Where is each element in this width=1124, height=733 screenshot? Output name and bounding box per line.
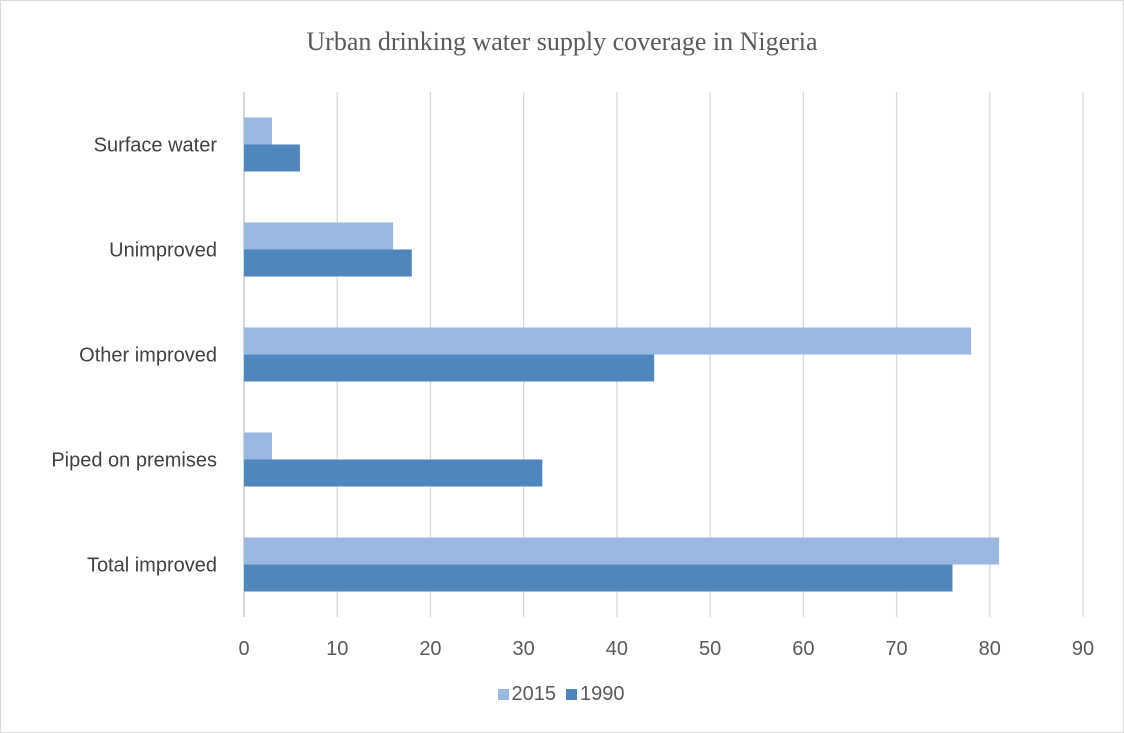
x-tick-label: 90 [1072,638,1094,660]
bar-2015 [244,222,394,250]
bar-1990 [244,564,953,592]
bar-1990 [244,249,412,277]
x-tick-label: 40 [606,638,628,660]
category-label: Total improved [87,555,217,577]
legend-swatch-1990 [566,689,577,700]
x-tick-label: 30 [513,638,535,660]
legend-item-1990: 1990 [566,683,625,706]
x-tick-label: 10 [326,638,348,660]
x-tick-label: 50 [699,638,721,660]
category-label: Other improved [79,345,217,367]
bar-2015 [244,117,272,145]
x-tick-label: 70 [885,638,907,660]
category-label: Piped on premises [51,450,217,472]
bar-2015 [244,432,272,460]
legend: 2015 1990 [0,683,1122,706]
chart-title: Urban drinking water supply coverage in … [306,27,818,56]
legend-label-1990: 1990 [580,683,625,705]
bar-1990 [244,354,655,382]
category-label: Surface water [94,135,218,157]
x-tick-label: 80 [979,638,1001,660]
bar-1990 [244,144,300,172]
legend-swatch-2015 [497,689,509,700]
legend-label-2015: 2015 [511,683,557,705]
x-tick-label: 0 [238,638,249,660]
bar-1990 [244,459,543,487]
x-tick-label: 20 [419,638,441,660]
bar-2015 [244,537,1000,565]
legend-item-2015: 2015 [497,683,557,706]
x-tick-label: 60 [792,638,814,660]
bar-2015 [244,327,972,355]
category-label: Unimproved [109,240,217,262]
